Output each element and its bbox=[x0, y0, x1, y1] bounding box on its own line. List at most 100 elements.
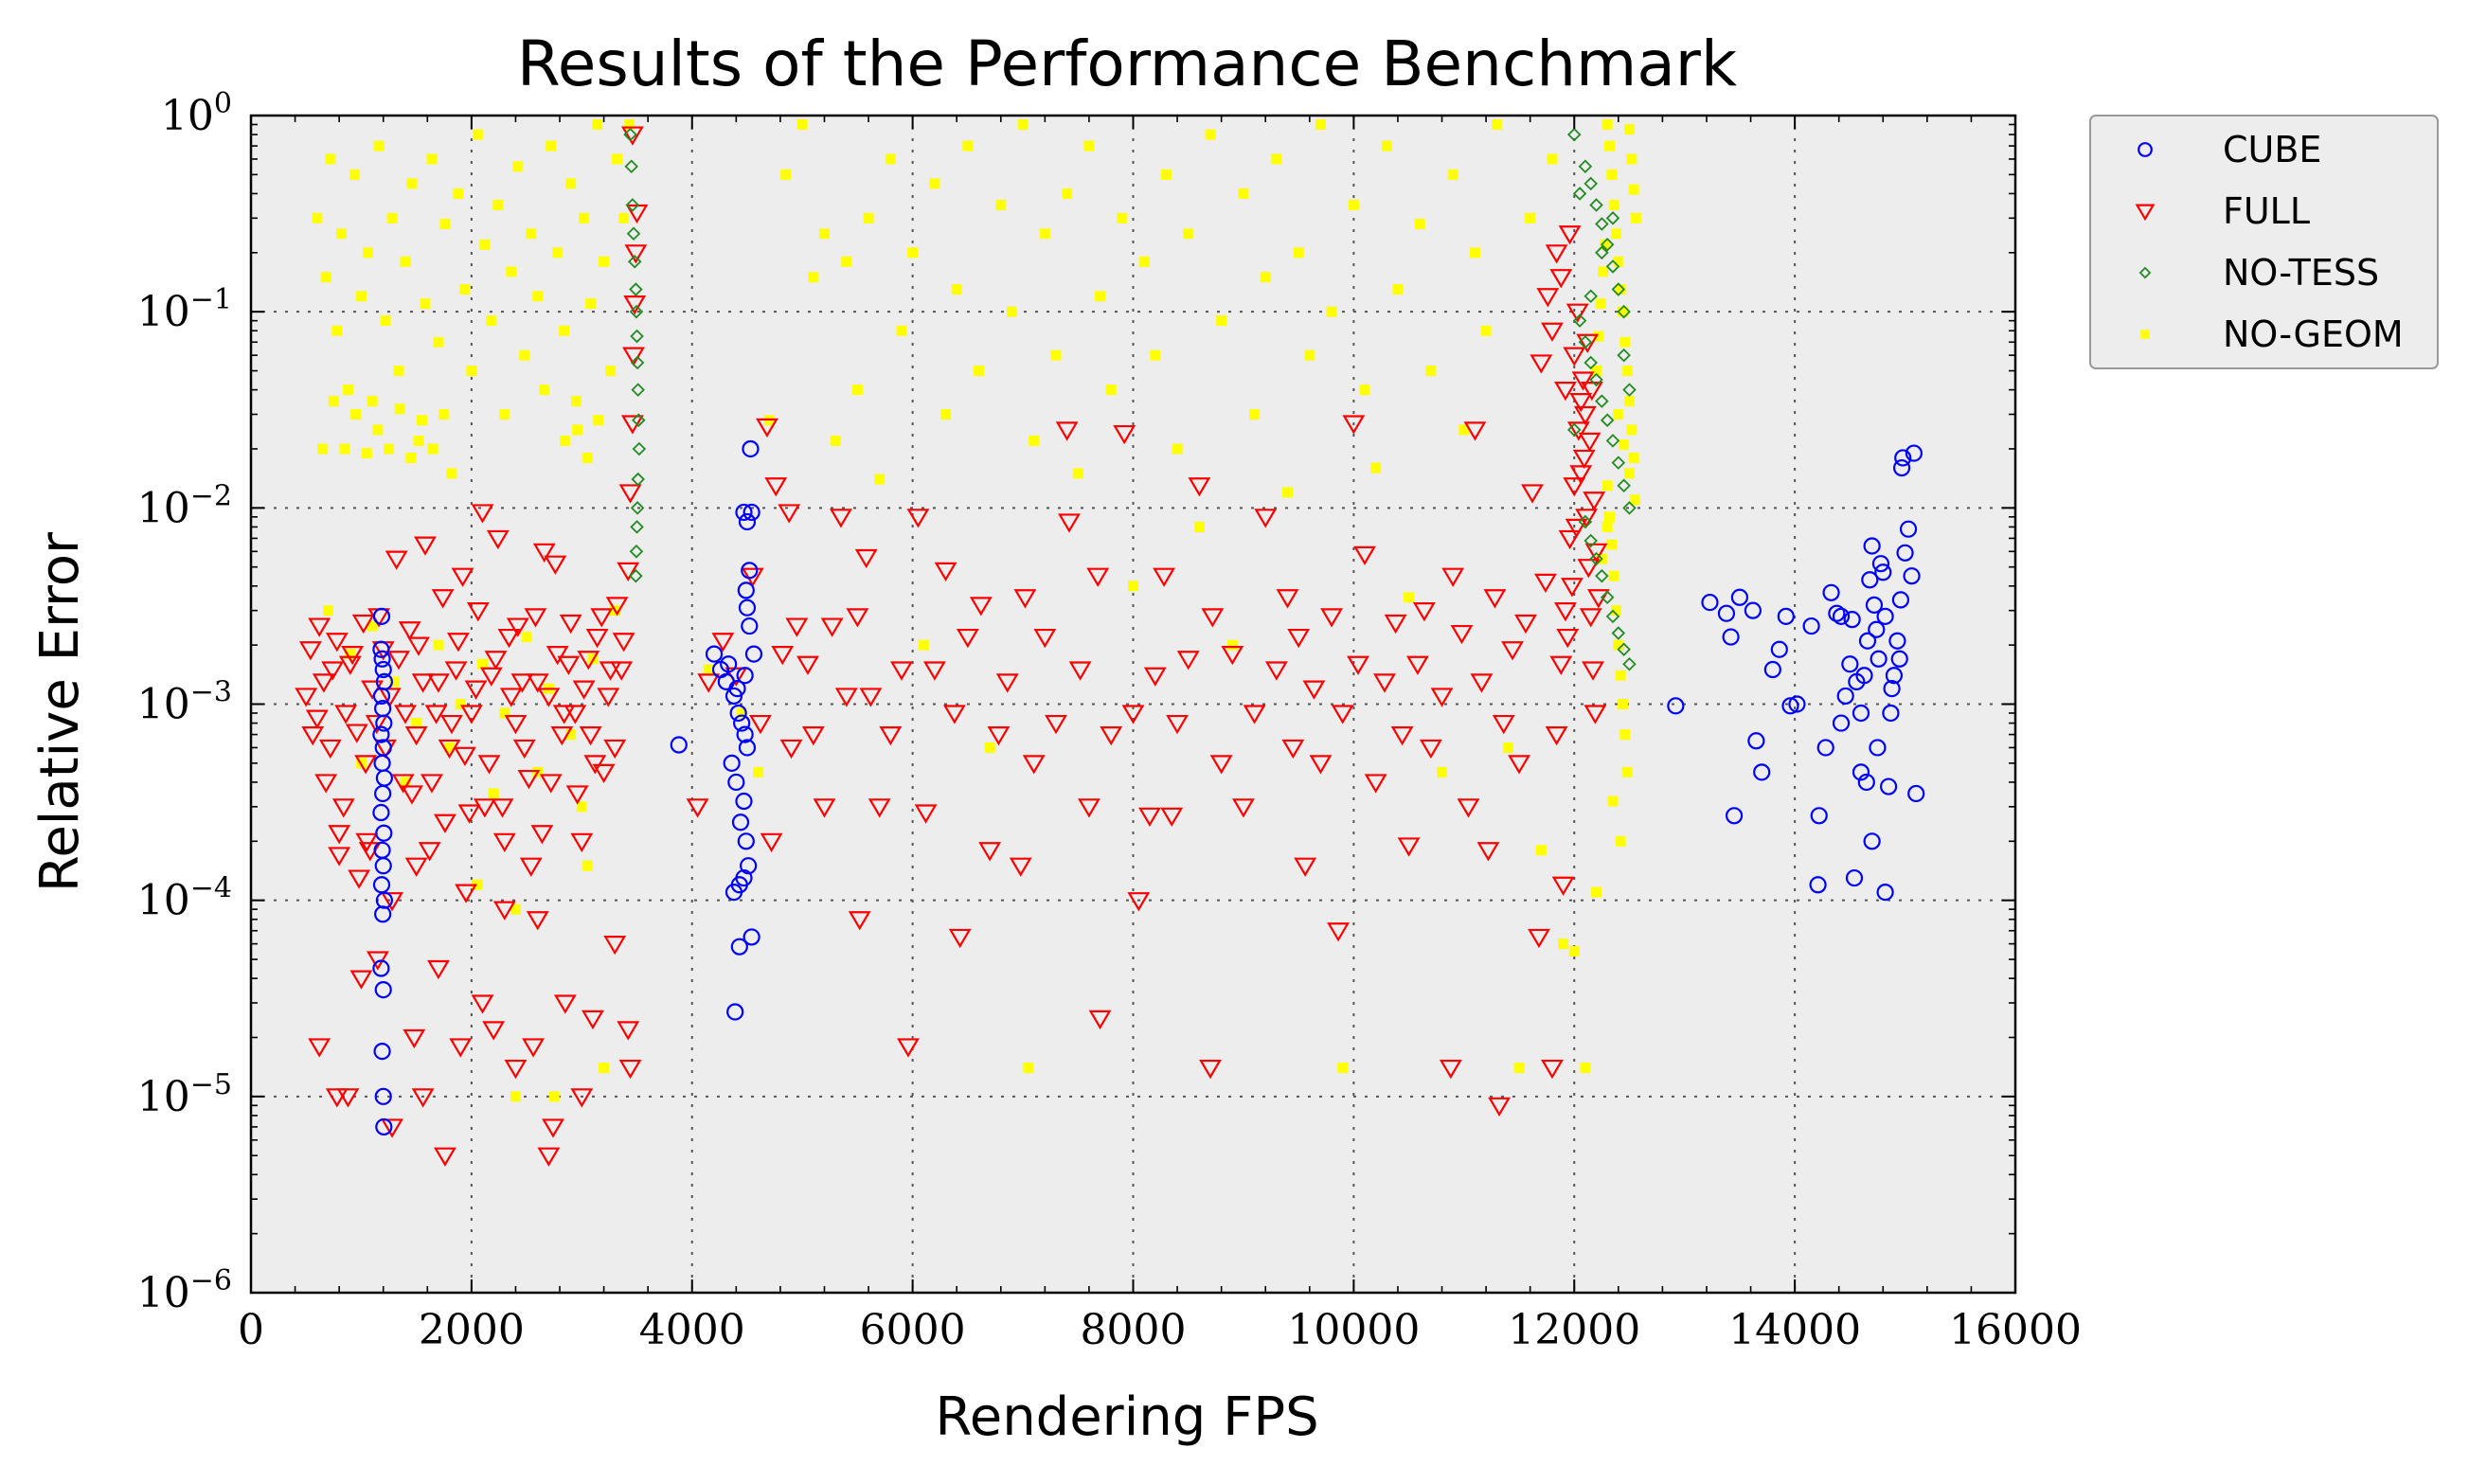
data-point bbox=[1876, 883, 1894, 902]
data-point bbox=[738, 599, 757, 617]
data-point bbox=[1583, 289, 1598, 304]
data-point bbox=[612, 153, 623, 165]
data-point bbox=[1304, 349, 1315, 361]
data-point bbox=[1364, 774, 1387, 794]
data-point bbox=[1619, 729, 1631, 741]
data-point bbox=[729, 704, 747, 723]
data-point bbox=[420, 774, 443, 794]
data-point bbox=[728, 679, 746, 698]
data-point bbox=[583, 755, 607, 775]
data-point bbox=[331, 325, 343, 336]
data-point bbox=[599, 661, 622, 681]
data-point bbox=[962, 140, 974, 152]
data-point bbox=[427, 443, 438, 455]
data-point bbox=[629, 282, 643, 296]
data-point bbox=[859, 688, 883, 707]
data-point bbox=[455, 884, 477, 903]
data-point bbox=[1622, 656, 1637, 671]
data-point bbox=[1876, 607, 1894, 625]
data-point bbox=[581, 860, 593, 871]
data-point bbox=[984, 742, 995, 753]
data-point bbox=[1201, 608, 1225, 628]
data-point bbox=[418, 842, 441, 862]
y-tick-label: 10−5 bbox=[137, 1068, 232, 1121]
data-point bbox=[1753, 763, 1771, 781]
data-point bbox=[1545, 725, 1568, 746]
data-point bbox=[374, 981, 392, 999]
data-point bbox=[449, 1038, 473, 1058]
data-point bbox=[433, 336, 444, 348]
x-tick-label: 6000 bbox=[860, 1306, 966, 1354]
data-point bbox=[477, 755, 501, 775]
data-point bbox=[1717, 604, 1736, 622]
data-point bbox=[1770, 640, 1788, 658]
data-point bbox=[519, 349, 530, 361]
data-point bbox=[1083, 140, 1095, 152]
data-point bbox=[1629, 494, 1640, 506]
data-point bbox=[530, 825, 554, 845]
data-point bbox=[1058, 513, 1081, 533]
data-point bbox=[796, 118, 808, 130]
data-point bbox=[1397, 837, 1421, 857]
data-point bbox=[1419, 739, 1442, 760]
data-point bbox=[334, 705, 358, 724]
data-point bbox=[1554, 602, 1577, 622]
data-point bbox=[727, 773, 745, 792]
data-point bbox=[1405, 655, 1429, 675]
data-point bbox=[367, 396, 378, 407]
data-point bbox=[466, 602, 490, 622]
data-point bbox=[1309, 755, 1333, 775]
data-point bbox=[539, 774, 563, 794]
data-point bbox=[439, 219, 451, 230]
data-point bbox=[1353, 545, 1376, 566]
data-point bbox=[504, 1059, 528, 1080]
data-point bbox=[577, 651, 600, 670]
x-tick-label: 2000 bbox=[419, 1306, 525, 1354]
data-point bbox=[553, 994, 577, 1014]
data-point bbox=[488, 788, 499, 799]
data-point bbox=[623, 118, 635, 130]
data-point bbox=[1549, 655, 1573, 675]
data-point bbox=[1852, 704, 1870, 723]
data-point bbox=[1549, 269, 1573, 289]
data-point bbox=[1287, 628, 1311, 649]
data-point bbox=[756, 418, 778, 438]
data-point bbox=[1160, 807, 1184, 827]
data-point bbox=[1501, 641, 1524, 661]
data-point bbox=[526, 911, 549, 931]
data-point bbox=[922, 661, 946, 681]
data-point bbox=[375, 1117, 393, 1136]
data-point bbox=[1572, 313, 1587, 328]
data-point bbox=[351, 614, 375, 635]
y-tick-label: 10−1 bbox=[137, 283, 232, 336]
data-point bbox=[617, 1021, 640, 1041]
data-point bbox=[471, 504, 494, 524]
data-point bbox=[631, 383, 645, 397]
data-point bbox=[453, 746, 476, 766]
data-point bbox=[1841, 655, 1859, 673]
data-point bbox=[738, 739, 757, 757]
legend-marker-no-tess bbox=[2138, 266, 2152, 279]
x-tick-label: 8000 bbox=[1081, 1306, 1187, 1354]
data-point bbox=[1331, 705, 1354, 724]
data-point bbox=[1045, 714, 1067, 735]
data-point bbox=[1572, 187, 1587, 201]
data-point bbox=[335, 228, 347, 240]
data-point bbox=[473, 798, 496, 818]
data-point bbox=[1086, 567, 1110, 587]
data-point bbox=[603, 739, 627, 760]
data-point bbox=[863, 212, 874, 223]
data-point bbox=[328, 825, 351, 845]
data-point bbox=[629, 545, 644, 559]
data-point bbox=[1667, 697, 1685, 715]
data-point bbox=[372, 640, 390, 658]
series-cube bbox=[372, 439, 1925, 1136]
data-point bbox=[576, 801, 587, 813]
data-point bbox=[1907, 784, 1925, 803]
data-point bbox=[885, 153, 896, 165]
data-point bbox=[627, 255, 642, 269]
data-point bbox=[427, 959, 450, 980]
data-point bbox=[1525, 212, 1536, 223]
data-point bbox=[362, 247, 373, 259]
data-point bbox=[1238, 188, 1249, 199]
